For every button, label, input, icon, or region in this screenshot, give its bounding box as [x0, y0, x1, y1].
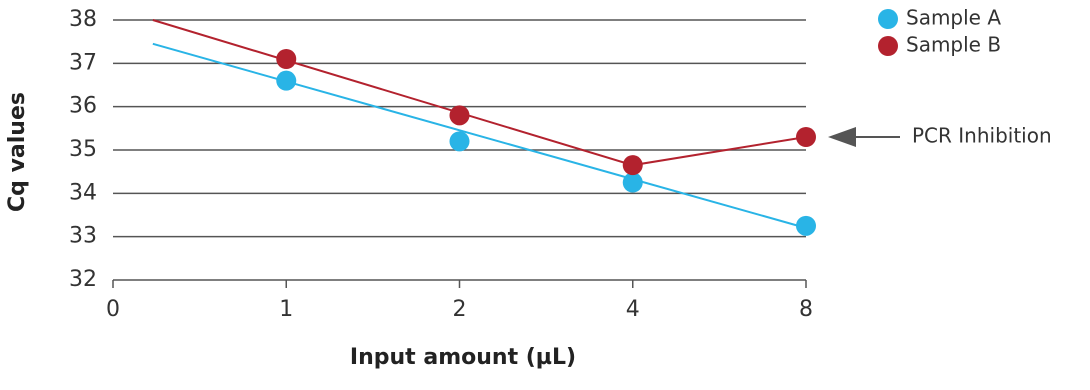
legend-swatch	[878, 9, 898, 29]
y-tick-label: 35	[69, 137, 97, 162]
legend-label: Sample A	[906, 6, 1001, 30]
y-tick-label: 34	[69, 180, 97, 205]
data-point	[276, 49, 297, 69]
data-point	[449, 131, 470, 152]
data-point	[449, 105, 470, 126]
fit-line	[152, 19, 807, 167]
legend-swatch	[878, 36, 898, 56]
y-axis-title: Cq values	[5, 92, 30, 212]
data-point	[796, 127, 816, 147]
data-point	[796, 215, 816, 236]
y-tick-label: 33	[69, 224, 97, 249]
x-axis-title: Input amount (µL)	[350, 345, 576, 370]
y-tick-label: 37	[69, 50, 97, 75]
y-tick-label: 36	[69, 94, 97, 119]
fit-line	[152, 42, 807, 229]
data-point	[276, 70, 297, 91]
x-tick-label: 1	[279, 297, 293, 322]
x-tick-label: 2	[453, 297, 467, 322]
annotation: PCR Inhibition	[912, 124, 1052, 148]
data-point	[622, 155, 643, 176]
x-tick-label: 4	[626, 297, 640, 322]
legend-label: Sample B	[906, 33, 1001, 57]
y-tick-label: 38	[69, 7, 97, 32]
x-tick-label: 8	[799, 297, 813, 322]
y-tick-label: 32	[69, 267, 97, 292]
x-tick-label: 0	[106, 297, 120, 322]
data-point	[622, 172, 643, 193]
annotation-arrowhead	[828, 127, 856, 147]
